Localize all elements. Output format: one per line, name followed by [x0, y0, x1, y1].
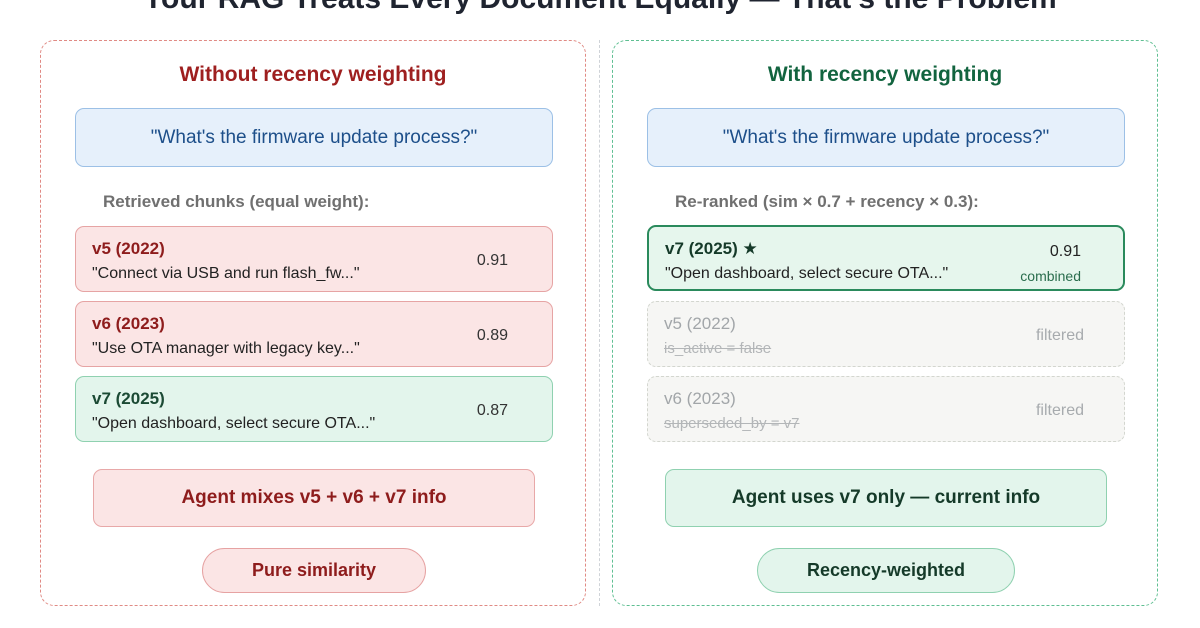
chunk-v6-filtered: v6 (2023) superseded_by = v7 filtered [647, 376, 1125, 442]
panel-without-recency: Without recency weighting "What's the fi… [40, 40, 586, 606]
chunk-v7-winner: v7 (2025) ★ "Open dashboard, select secu… [647, 225, 1125, 291]
chunk-version: v6 (2023) [664, 389, 736, 408]
query-box: "What's the firmware update process?" [647, 108, 1125, 167]
center-divider [599, 40, 600, 606]
chunk-status: filtered [1035, 402, 1084, 419]
chunk-score: 0.91 [476, 252, 508, 269]
query-box: "What's the firmware update process?" [75, 108, 553, 167]
panel-title-with-recency: With recency weighting [767, 63, 1003, 86]
chunk-version: v7 (2025) [92, 389, 165, 408]
chunk-v5: v5 (2022) "Connect via USB and run flash… [75, 226, 553, 292]
outcome-box: Agent mixes v5 + v6 + v7 info [93, 469, 535, 527]
panel-with-recency: With recency weighting "What's the firmw… [612, 40, 1158, 606]
chunk-status: filtered [1035, 327, 1084, 344]
chunk-text: "Open dashboard, select secure OTA..." [665, 265, 949, 282]
chunk-filter-reason: is_active = false [664, 340, 772, 357]
chunk-v5-filtered: v5 (2022) is_active = false filtered [647, 301, 1125, 367]
chunk-score: 0.91 [1049, 243, 1081, 260]
chunk-version: v6 (2023) [92, 314, 165, 333]
chunk-version: v7 (2025) ★ [665, 239, 758, 258]
chunk-text: "Connect via USB and run flash_fw..." [92, 265, 360, 282]
chunk-text: "Use OTA manager with legacy key..." [92, 340, 360, 357]
chunk-filter-reason: superseded_by = v7 [664, 415, 800, 432]
section-label: Retrieved chunks (equal weight): [103, 192, 370, 211]
method-pill: Recency-weighted [757, 548, 1015, 593]
chunk-score-note: combined [1020, 268, 1081, 284]
chunk-version: v5 (2022) [92, 239, 165, 258]
chunk-text: "Open dashboard, select secure OTA..." [92, 415, 376, 432]
chunk-score: 0.89 [476, 327, 508, 344]
chunk-v6: v6 (2023) "Use OTA manager with legacy k… [75, 301, 553, 367]
outcome-box: Agent uses v7 only — current info [665, 469, 1107, 527]
chunk-version: v5 (2022) [664, 314, 736, 333]
chunk-score: 0.87 [476, 402, 508, 419]
panel-title-without-recency: Without recency weighting [179, 63, 447, 86]
method-pill: Pure similarity [202, 548, 426, 593]
page-title: Your RAG Treats Every Document Equally —… [0, 0, 1200, 16]
chunk-v7: v7 (2025) "Open dashboard, select secure… [75, 376, 553, 442]
section-label: Re-ranked (sim × 0.7 + recency × 0.3): [675, 192, 979, 211]
